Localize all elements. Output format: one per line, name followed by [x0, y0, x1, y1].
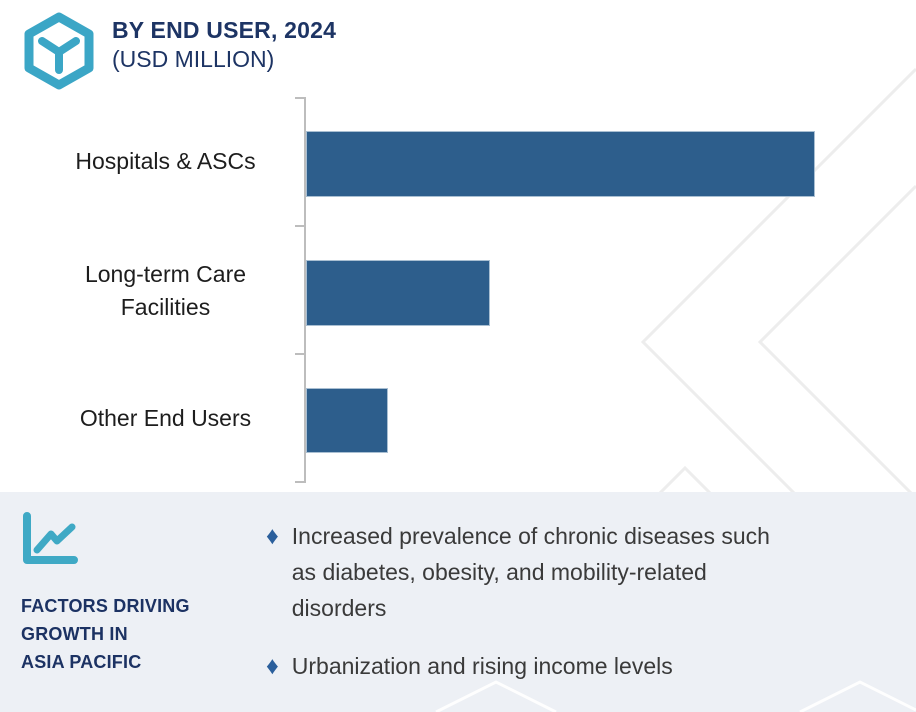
- category-label-long-term-care: Long-term Care Facilities: [84, 260, 247, 320]
- factors-panel: FACTORS DRIVING GROWTH IN ASIA PACIFIC ♦…: [0, 492, 916, 712]
- line-chart-icon: [23, 512, 78, 564]
- factors-heading: FACTORS DRIVING GROWTH IN ASIA PACIFIC: [21, 596, 190, 672]
- diamond-bullet-icon: ♦: [266, 522, 279, 550]
- bar-other-end-users: [306, 388, 388, 453]
- panel-chevron-watermark: [435, 680, 916, 712]
- axis-tick: [295, 97, 305, 99]
- hexagon-y-cube-icon: [24, 12, 94, 90]
- bullet-text: Increased prevalence of chronic diseases…: [291, 523, 770, 621]
- bullet-item: ♦ Increased prevalence of chronic diseas…: [266, 518, 886, 626]
- category-axis: [304, 97, 306, 483]
- chart-title: BY END USER, 2024: [112, 17, 337, 43]
- axis-tick: [295, 353, 305, 355]
- bullet-text: Urbanization and rising income levels: [291, 653, 673, 679]
- diamond-bullet-icon: ♦: [266, 652, 279, 680]
- bar-hospitals-ascs: [306, 131, 815, 197]
- category-label-hospitals-ascs: Hospitals & ASCs: [75, 148, 256, 174]
- axis-tick: [295, 481, 305, 483]
- bar-long-term-care: [306, 260, 490, 326]
- chart-subtitle: (USD MILLION): [112, 46, 275, 72]
- axis-tick: [295, 225, 305, 227]
- factors-bullet-list: ♦ Increased prevalence of chronic diseas…: [266, 518, 886, 684]
- bullet-item: ♦ Urbanization and rising income levels: [266, 648, 886, 684]
- category-label-other-end-users: Other End Users: [79, 405, 252, 431]
